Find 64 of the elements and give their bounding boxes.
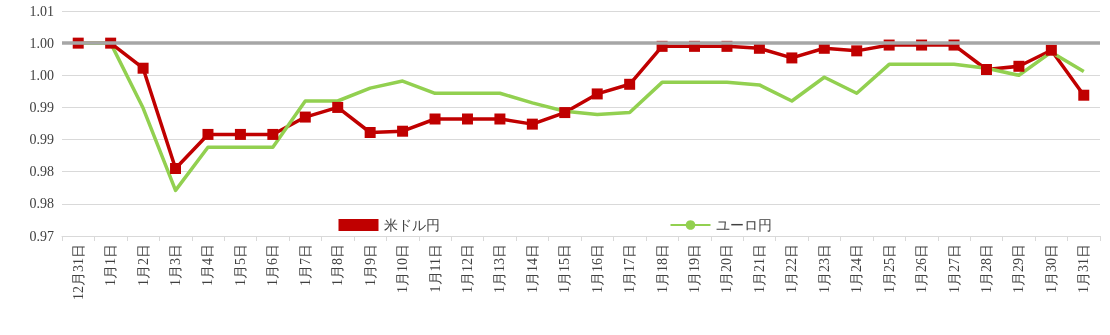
x-tick-label: 1月7日	[297, 244, 313, 286]
x-tick-label: 1月13日	[492, 244, 508, 293]
x-tick-label: 1月8日	[330, 244, 346, 286]
y-tick-label: 1.01	[29, 3, 54, 19]
point	[234, 128, 246, 140]
point	[980, 64, 992, 75]
x-tick-label: 1月25日	[881, 244, 897, 293]
y-tick-label: 0.98	[29, 196, 54, 212]
point	[851, 45, 863, 57]
y-tick-label: 0.99	[29, 132, 54, 148]
point	[137, 62, 149, 74]
x-tick-label: 1月30日	[1043, 244, 1059, 293]
y-tick-label: 1.00	[29, 35, 54, 51]
legend-label: ユーロ円	[715, 217, 772, 233]
x-tick-label: 1月29日	[1011, 244, 1027, 293]
point	[526, 118, 538, 130]
x-tick-label: 1月18日	[654, 244, 670, 293]
point	[364, 127, 376, 138]
x-tick-label: 1月4日	[200, 244, 216, 286]
point	[559, 107, 571, 119]
x-tick-label: 1月17日	[622, 244, 638, 293]
x-tick-label: 1月20日	[719, 244, 735, 293]
x-tick-label: 1月21日	[751, 244, 767, 293]
y-tick-label: 0.99	[29, 99, 54, 115]
x-tick-label: 1月12日	[459, 244, 475, 293]
point	[1013, 60, 1025, 72]
x-tick-label: 1月23日	[816, 244, 832, 293]
x-tick-label: 1月26日	[914, 244, 930, 293]
point	[267, 128, 279, 140]
x-tick-label: 1月11日	[427, 244, 443, 293]
x-tick-label: 1月24日	[849, 244, 865, 293]
point	[786, 52, 798, 64]
point	[170, 163, 182, 174]
x-tick-label: 1月3日	[168, 244, 184, 286]
x-tick-label: 1月14日	[524, 244, 540, 293]
point	[202, 128, 214, 140]
y-tick-label: 0.97	[29, 228, 54, 244]
x-tick-label: 1月16日	[589, 244, 605, 293]
x-tick-label: 1月5日	[232, 244, 248, 286]
point	[332, 101, 344, 113]
point	[591, 88, 603, 100]
point	[1045, 44, 1057, 56]
x-tick-label: 12月31日	[70, 244, 86, 300]
x-tick-label: 1月27日	[946, 244, 962, 293]
y-tick-label: 0.98	[29, 164, 54, 180]
point	[299, 111, 311, 123]
x-tick-label: 1月19日	[687, 244, 703, 293]
x-tick-label: 1月9日	[362, 244, 378, 286]
legend-label: 米ドル円	[383, 217, 440, 233]
x-tick-label: 1月22日	[784, 244, 800, 293]
point	[461, 113, 473, 125]
x-tick-label: 1月31日	[1076, 244, 1092, 293]
point	[429, 113, 441, 125]
x-tick-label: 1月10日	[395, 244, 411, 293]
point	[397, 125, 409, 137]
x-tick-label: 1月1日	[103, 244, 119, 286]
x-tick-label: 1月6日	[265, 244, 281, 286]
point	[624, 78, 636, 90]
x-tick-label: 1月28日	[978, 244, 994, 293]
x-tick-label: 1月15日	[557, 244, 573, 293]
point	[494, 113, 506, 125]
x-tick-label: 1月2日	[135, 244, 151, 286]
point	[1078, 89, 1090, 101]
y-tick-label: 1.00	[29, 67, 54, 83]
